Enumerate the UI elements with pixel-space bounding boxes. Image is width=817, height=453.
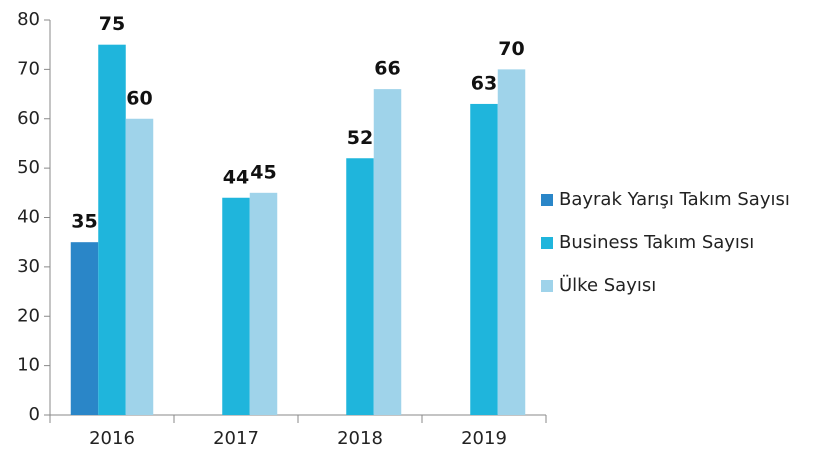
value-label: 75 <box>99 13 125 35</box>
y-tick-label: 10 <box>17 355 40 376</box>
bar <box>70 242 99 415</box>
y-tick-label: 50 <box>17 157 40 178</box>
legend-label: Business Takım Sayısı <box>559 232 754 253</box>
value-label: 60 <box>126 87 152 109</box>
bar <box>346 158 374 415</box>
y-tick-label: 0 <box>29 404 40 425</box>
y-tick-label: 20 <box>17 305 40 326</box>
legend-swatch <box>541 280 553 292</box>
value-label: 70 <box>498 38 524 60</box>
y-tick-label: 40 <box>17 207 40 228</box>
bar <box>98 44 126 415</box>
x-tick-label: 2019 <box>461 428 507 449</box>
legend-label: Bayrak Yarışı Takım Sayısı <box>559 189 790 210</box>
bar <box>222 197 250 415</box>
value-label: 44 <box>223 166 249 188</box>
legend-label: Ülke Sayısı <box>559 274 656 296</box>
bar <box>497 69 526 415</box>
x-tick-label: 2017 <box>213 428 259 449</box>
value-label: 63 <box>471 72 497 94</box>
y-tick-label: 80 <box>17 9 40 30</box>
x-tick-label: 2018 <box>337 428 383 449</box>
value-label: 45 <box>250 161 276 183</box>
legend-swatch <box>541 237 553 249</box>
y-tick-label: 70 <box>17 58 40 79</box>
y-tick-label: 30 <box>17 256 40 277</box>
value-label: 66 <box>374 58 400 80</box>
bar <box>373 89 402 415</box>
legend-swatch <box>541 194 553 206</box>
bar <box>125 118 154 415</box>
value-label: 35 <box>71 211 97 233</box>
y-tick-label: 60 <box>17 108 40 129</box>
x-tick-label: 2016 <box>89 428 135 449</box>
value-label: 52 <box>347 127 373 149</box>
bar <box>249 192 278 415</box>
bar <box>470 103 498 415</box>
